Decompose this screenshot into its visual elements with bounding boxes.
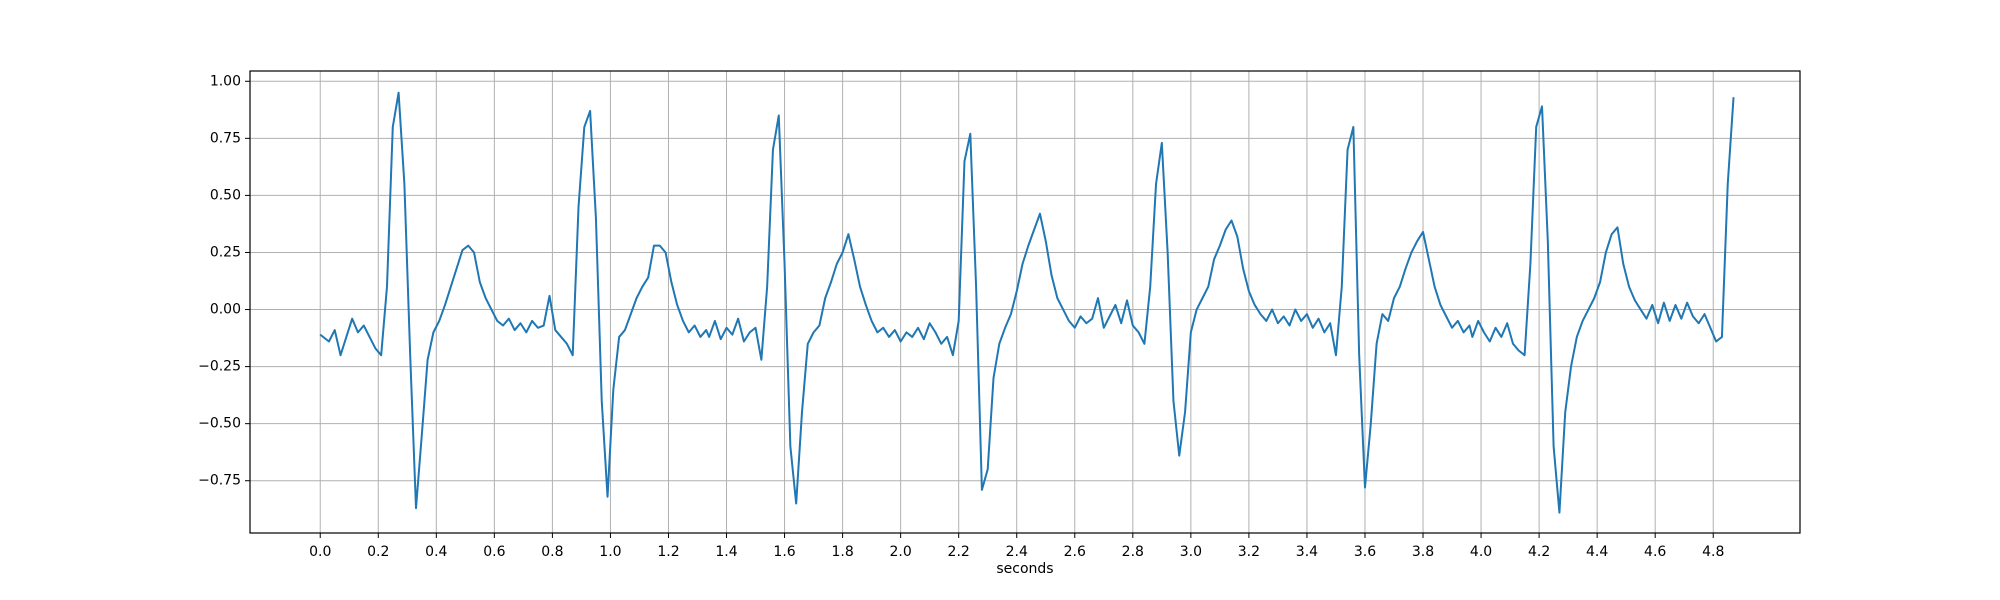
x-tick-label: 4.2 [1528,544,1550,560]
x-axis-label: seconds [996,561,1053,577]
x-tick-label: 3.8 [1412,544,1434,560]
x-tick-label: 1.8 [831,544,853,560]
line-layer [319,91,1735,514]
y-tick-label: 0.75 [210,130,241,146]
x-tick-label: 1.0 [599,544,621,560]
x-tick-label: 2.8 [1122,544,1144,560]
y-tick-label: 0.25 [210,244,241,260]
x-tick-label: 4.8 [1702,544,1724,560]
x-tick-label: 0.8 [541,544,563,560]
x-tick-label: 4.6 [1644,544,1666,560]
x-tick-label: 3.2 [1238,544,1260,560]
x-tick-label: 1.4 [715,544,737,560]
x-tick-label: 1.6 [773,544,795,560]
x-tick-label: 4.4 [1586,544,1608,560]
x-tick-label: 0.2 [367,544,389,560]
x-tick-label: 3.6 [1354,544,1376,560]
x-tick-label: 4.0 [1470,544,1492,560]
y-tick-label: 1.00 [210,73,241,89]
y-tick-label: −0.75 [198,473,241,489]
x-tick-label: 1.2 [657,544,679,560]
x-tick-label: 0.0 [309,544,331,560]
signal-line [319,91,1735,514]
x-tick-label: 0.4 [425,544,447,560]
x-tick-label: 2.2 [948,544,970,560]
y-tick-label: 0.00 [210,302,241,318]
x-tick-label: 2.4 [1006,544,1028,560]
x-tick-label: 2.6 [1064,544,1086,560]
x-tick-label: 3.4 [1296,544,1318,560]
x-tick-label: 2.0 [890,544,912,560]
plot-frame [249,70,1801,534]
x-tick-label: 0.6 [483,544,505,560]
x-tick-label: 3.0 [1180,544,1202,560]
grid-layer [250,71,1800,533]
y-tick-label: −0.25 [198,359,241,375]
y-tick-label: 0.50 [210,187,241,203]
tick-layer: 0.0 0.2 0.4 0.6 0.8 1.0 1.2 1.4 1.6 1.8 2.0 2.2 2.4 2… [198,73,1724,560]
y-tick-label: −0.50 [198,416,241,432]
